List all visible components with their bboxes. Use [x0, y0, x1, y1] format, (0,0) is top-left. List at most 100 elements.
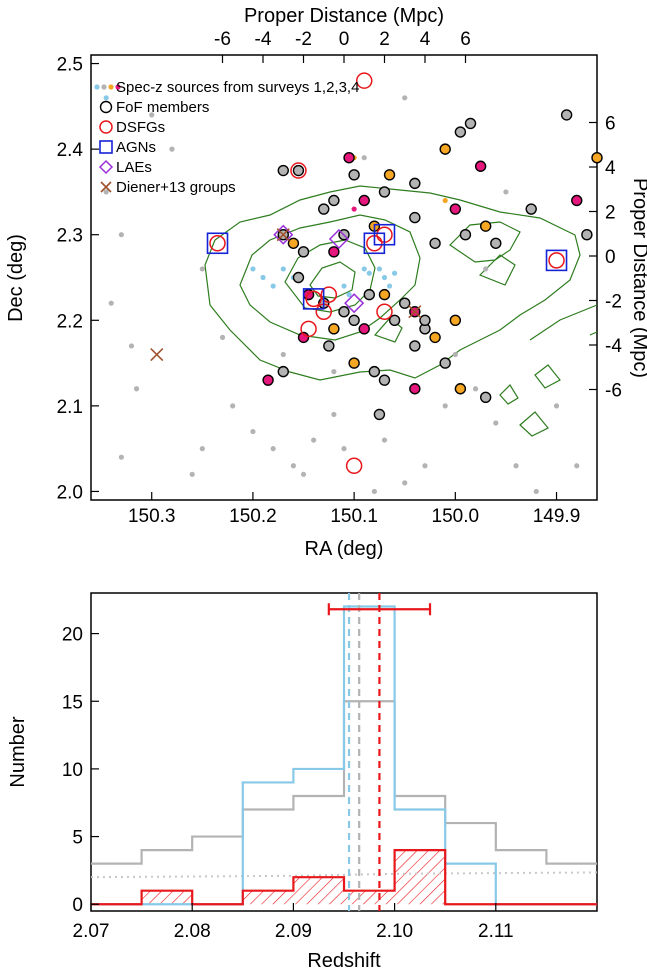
blue-source-point [392, 270, 398, 276]
blue-source-point [341, 283, 347, 289]
fof-member-point [328, 194, 340, 207]
fof-member-point [368, 365, 381, 378]
blue-source-point [366, 270, 372, 276]
fof-member-point [479, 391, 492, 404]
diener-group-point [408, 305, 422, 319]
agn-point [373, 223, 396, 246]
grey-source-point [503, 189, 509, 195]
histogram-marks [90, 593, 598, 911]
hist-y-tick-label: 5 [72, 828, 83, 849]
sky-map-marks [103, 72, 603, 495]
fof-member-point [277, 365, 289, 378]
blue-source-point [270, 283, 276, 289]
dsfg-point [345, 457, 363, 475]
histogram-x-axis-title: Redshift [307, 950, 381, 972]
y-tick-label: 2.5 [57, 55, 83, 76]
fof-member-point [409, 383, 421, 395]
legend-agn-marker [99, 140, 113, 154]
fof-member-point [591, 151, 603, 164]
sky-map-panel: 150.3 150.2 150.1 150.0 149.9 2.0 2.1 2.2 2.3 2.4… [5, 5, 647, 560]
fof-member-point [262, 374, 274, 386]
fof-member-point [449, 314, 462, 326]
x-tick-label: 150.0 [432, 506, 480, 527]
top-tick-label: -2 [295, 29, 312, 50]
fof-member-point [464, 117, 477, 130]
x-tick-label: 150.2 [229, 506, 277, 527]
fof-member-point [479, 220, 492, 232]
legend-markers [94, 84, 121, 193]
hist-x-tick-label: 2.07 [73, 921, 110, 942]
fof-member-point [571, 194, 583, 207]
legend-entry-spec-z: Spec-z sources from surveys 1,2,3,4 [116, 79, 359, 96]
fof-member-point [409, 211, 421, 224]
legend-dot [115, 84, 121, 90]
fof-member-point [490, 237, 502, 249]
fof-member-point [297, 331, 310, 344]
fof-member-point [358, 323, 370, 335]
dsfg-point [376, 303, 393, 320]
blue-source-point [250, 266, 256, 272]
y-tick-label: 2.2 [57, 311, 83, 332]
fof-member-point [363, 288, 375, 301]
fof-member-point [378, 186, 391, 198]
fof-member-point [373, 408, 386, 421]
hist-y-tick-label: 0 [72, 895, 83, 916]
red-histogram-line [91, 849, 597, 906]
fof-member-point [348, 357, 360, 369]
fof-member-point [429, 331, 441, 344]
grey-source-point [331, 411, 337, 418]
fof-member-point [358, 194, 370, 207]
red-histogram-bar [293, 877, 344, 905]
legend-entry-agn: AGNs [116, 139, 156, 156]
x-tick-label: 150.1 [330, 506, 378, 527]
x-axis-title: RA (deg) [305, 538, 384, 560]
legend-dsfg-marker [99, 120, 113, 134]
grey-source-point [483, 266, 489, 272]
grey-source-point [553, 403, 560, 409]
grey-source-point [118, 454, 124, 460]
fof-member-point [419, 314, 431, 326]
fof-member-point [348, 314, 360, 326]
dsfg-point [209, 235, 226, 252]
sky-map-frame [90, 54, 598, 501]
diener-group-point [276, 228, 290, 242]
lae-point [273, 224, 294, 245]
y-tick-label: 2.1 [57, 397, 83, 418]
agn-point [302, 288, 325, 310]
grey-source-point [230, 403, 236, 409]
grey-source-point [402, 95, 408, 101]
right-tick-label: -2 [605, 292, 622, 313]
blue-source-point [103, 95, 109, 101]
red-histogram-bar [394, 850, 446, 905]
fof-member-point [383, 169, 396, 181]
right-tick-label: -6 [605, 381, 622, 402]
grey-source-point [270, 446, 276, 452]
grey-source-point [103, 189, 109, 195]
grey-source-point [199, 446, 205, 452]
right-tick-label: 0 [605, 247, 616, 268]
fof-member-point [454, 383, 467, 395]
x-tick-label: 149.9 [533, 506, 581, 527]
lae-point [344, 293, 365, 314]
right-tick-label: -4 [605, 336, 622, 357]
fof-member-point [454, 126, 467, 138]
histogram-ticks: 2.07 2.08 2.09 2.10 2.11 0 5 10 15 20 [62, 625, 514, 942]
grey-source-point [189, 471, 195, 477]
hist-x-tick-label: 2.08 [174, 921, 211, 942]
fof-member-point [439, 357, 451, 369]
top-tick-label: -6 [214, 29, 231, 50]
hist-y-tick-label: 15 [62, 692, 83, 713]
magenta-source-point [351, 206, 357, 212]
blue-source-point [381, 274, 388, 281]
fof-member-point [348, 169, 360, 181]
fof-member-point [323, 340, 335, 352]
fof-member-point [449, 203, 462, 215]
fof-member-point [287, 237, 300, 249]
fof-member-point [429, 237, 441, 249]
legend-lae-marker [98, 159, 114, 175]
red-histogram-bar [344, 890, 395, 905]
hist-y-tick-label: 20 [62, 625, 83, 646]
y-axis-title: Dec (deg) [5, 234, 27, 322]
top-tick-label: 4 [420, 29, 431, 50]
blue-source-point [346, 292, 352, 298]
